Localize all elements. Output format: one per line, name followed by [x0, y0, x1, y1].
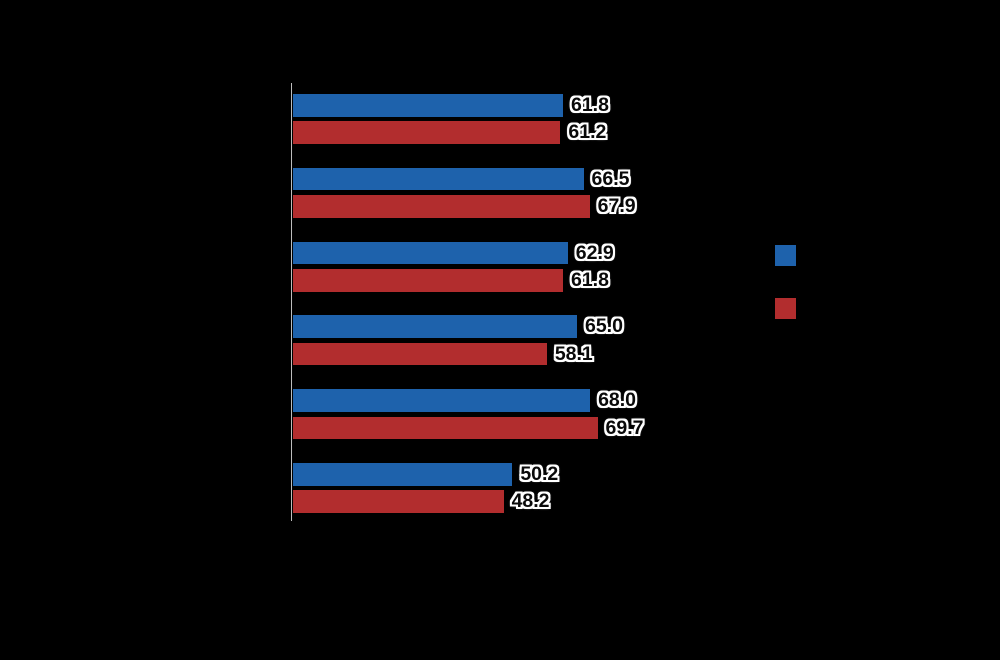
value-label-blue-group-2: 66.5 [591, 167, 630, 190]
value-label-red-group-4: 58.1 [554, 342, 593, 365]
legend-swatch-red [775, 297, 796, 319]
value-label-blue-group-3: 62.9 [575, 241, 614, 264]
value-label-red-group-1: 61.2 [568, 121, 607, 144]
y-axis-line [290, 83, 292, 521]
value-label-blue-group-1: 61.8 [570, 94, 609, 116]
bar-red-group-6 [293, 490, 504, 513]
bar-red-group-3 [293, 269, 563, 292]
value-label-blue-group-6: 50.2 [520, 463, 559, 485]
legend-swatch-blue [775, 244, 796, 266]
value-label-blue-group-4: 65.0 [584, 315, 623, 338]
value-label-blue-group-5: 68.0 [598, 389, 637, 412]
bar-red-group-5 [293, 416, 598, 440]
value-label-red-group-6: 48.2 [511, 490, 550, 513]
bar-red-group-2 [293, 195, 590, 218]
bar-blue-group-6 [293, 463, 513, 486]
bar-blue-group-3 [293, 241, 568, 265]
value-label-red-group-2: 67.9 [597, 195, 636, 218]
bar-blue-group-5 [293, 389, 591, 412]
bar-red-group-1 [293, 121, 561, 144]
bar-blue-group-1 [293, 94, 563, 117]
value-label-red-group-5: 69.7 [605, 416, 644, 439]
bar-red-group-4 [293, 342, 547, 366]
bar-blue-group-2 [293, 167, 584, 191]
value-label-red-group-3: 61.8 [570, 269, 609, 291]
bar-blue-group-4 [293, 315, 577, 338]
